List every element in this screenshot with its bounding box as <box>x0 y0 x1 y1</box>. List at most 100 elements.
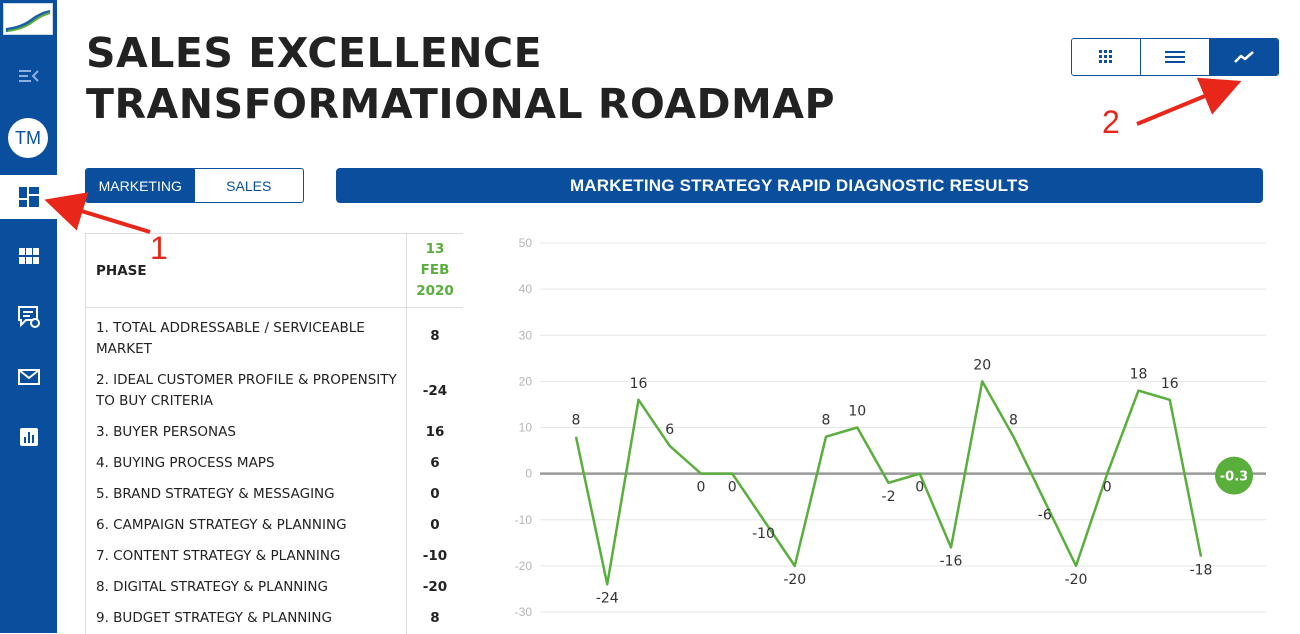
table-row: 3. BUYER PERSONAS 16 <box>85 416 464 448</box>
logo[interactable] <box>3 3 53 35</box>
annotation-label-2: 2 <box>1102 104 1120 140</box>
sidebar-item-grid[interactable] <box>0 234 57 278</box>
logo-icon <box>6 10 51 32</box>
table-row: 4. BUYING PROCESS MAPS 6 <box>85 447 464 479</box>
menu-collapse-icon <box>18 70 39 82</box>
phase-cell: 3. BUYER PERSONAS <box>85 416 407 448</box>
annotation-arrow-1 <box>44 192 151 234</box>
y-tick-label: -10 <box>515 513 533 527</box>
average-badge-label: -0.3 <box>1220 470 1248 485</box>
list-view-button[interactable] <box>1141 39 1210 75</box>
data-label: -6 <box>1038 507 1052 523</box>
grid-view-icon <box>1099 50 1112 63</box>
y-tick-label: 10 <box>519 421 533 435</box>
phase-table: PHASE 13 FEB 2020 1. TOTAL ADDRESSABLE /… <box>85 233 463 634</box>
phase-cell: 5. BRAND STRATEGY & MESSAGING <box>85 478 407 510</box>
data-label: 6 <box>665 422 674 438</box>
dashboard-icon <box>18 187 39 207</box>
table-row: 1. TOTAL ADDRESSABLE / SERVICEABLE MARKE… <box>85 307 464 365</box>
phase-cell: 9. BUDGET STRATEGY & PLANNING <box>85 602 407 634</box>
value-cell: 8 <box>430 610 440 626</box>
phase-cell: 2. IDEAL CUSTOMER PROFILE & PROPENSITY T… <box>85 364 407 417</box>
phase-cell: 6. CAMPAIGN STRATEGY & PLANNING <box>85 509 407 541</box>
table-row: 5. BRAND STRATEGY & MESSAGING 0 <box>85 478 464 510</box>
table-row: 6. CAMPAIGN STRATEGY & PLANNING 0 <box>85 509 464 541</box>
annotation-arrow-2 <box>1136 77 1242 126</box>
data-label: 10 <box>848 404 866 420</box>
data-label: -24 <box>596 590 619 606</box>
grid-icon <box>18 248 39 264</box>
header-date-day: 13 <box>425 241 445 257</box>
list-view-icon <box>1165 51 1185 63</box>
tab-marketing[interactable]: MARKETING <box>86 169 195 202</box>
y-tick-label: -30 <box>515 605 533 619</box>
sidebar-item-reports[interactable] <box>0 415 57 459</box>
data-label: 8 <box>572 413 581 429</box>
table-row: 2. IDEAL CUSTOMER PROFILE & PROPENSITY T… <box>85 364 464 417</box>
table-row: 8. DIGITAL STRATEGY & PLANNING -20 <box>85 571 464 603</box>
mail-icon <box>17 369 40 385</box>
data-label: -2 <box>882 489 896 505</box>
y-tick-label: -20 <box>515 559 533 573</box>
data-label: 16 <box>1161 376 1179 392</box>
y-tick-label: 50 <box>519 236 533 250</box>
menu-collapse-button[interactable] <box>0 54 57 98</box>
sidebar: TM <box>0 0 57 633</box>
y-tick-label: 0 <box>525 467 532 481</box>
data-label: 0 <box>915 480 924 496</box>
value-cell: 6 <box>430 455 440 471</box>
data-label: -16 <box>940 553 963 569</box>
value-cell: -24 <box>422 382 448 399</box>
table-row: 9. BUDGET STRATEGY & PLANNING 8 <box>85 602 464 634</box>
header-phase: PHASE <box>85 233 407 308</box>
page-title: SALES EXCELLENCE TRANSFORMATIONAL ROADMA… <box>86 28 835 130</box>
data-label: 8 <box>822 413 831 429</box>
y-tick-label: 20 <box>519 374 533 388</box>
view-toggle <box>1071 38 1279 76</box>
data-label: 0 <box>728 480 737 496</box>
phase-cell: 4. BUYING PROCESS MAPS <box>85 447 407 479</box>
table-row: 7. CONTENT STRATEGY & PLANNING -10 <box>85 540 464 572</box>
value-cell: 8 <box>430 328 440 345</box>
y-tick-label: 40 <box>519 282 533 296</box>
phase-cell: 8. DIGITAL STRATEGY & PLANNING <box>85 571 407 603</box>
header-date-month: FEB <box>420 262 450 278</box>
data-label: 8 <box>1009 413 1018 429</box>
average-badge <box>1215 456 1253 495</box>
bar-chart-icon <box>19 428 38 446</box>
header-date-year: 2020 <box>416 283 454 299</box>
page-title-line2: TRANSFORMATIONAL ROADMAP <box>86 80 836 128</box>
header-date: 13 FEB 2020 <box>406 233 463 308</box>
data-label: 0 <box>697 480 706 496</box>
data-label: 20 <box>973 357 991 373</box>
category-tabs: MARKETING SALES <box>85 168 304 203</box>
chart-view-button[interactable] <box>1210 39 1278 75</box>
data-label: 16 <box>630 376 648 392</box>
chat-icon <box>17 306 40 328</box>
data-label: -10 <box>752 526 775 542</box>
phase-cell: 1. TOTAL ADDRESSABLE / SERVICEABLE MARKE… <box>85 307 407 365</box>
data-label: 18 <box>1130 367 1148 383</box>
data-label: 0 <box>1103 480 1112 496</box>
series-line <box>574 380 1203 586</box>
sidebar-item-mail[interactable] <box>0 355 57 399</box>
value-cell: -10 <box>422 548 448 564</box>
value-cell: 0 <box>430 486 440 502</box>
section-banner: MARKETING STRATEGY RAPID DIAGNOSTIC RESU… <box>336 168 1263 203</box>
value-cell: 0 <box>430 517 440 533</box>
sidebar-item-chat[interactable] <box>0 295 57 339</box>
y-tick-label: 30 <box>519 328 533 342</box>
phase-cell: 7. CONTENT STRATEGY & PLANNING <box>85 540 407 572</box>
value-cell: 16 <box>425 424 445 440</box>
page-title-line1: SALES EXCELLENCE <box>86 29 543 77</box>
chart-view-icon <box>1234 51 1254 63</box>
data-label: -20 <box>1065 572 1088 588</box>
data-label: -20 <box>783 572 806 588</box>
annotation-label-1: 1 <box>150 230 168 266</box>
grid-view-button[interactable] <box>1072 39 1141 75</box>
tab-sales[interactable]: SALES <box>226 177 272 194</box>
value-cell: -20 <box>422 579 448 595</box>
avatar[interactable]: TM <box>8 118 48 158</box>
